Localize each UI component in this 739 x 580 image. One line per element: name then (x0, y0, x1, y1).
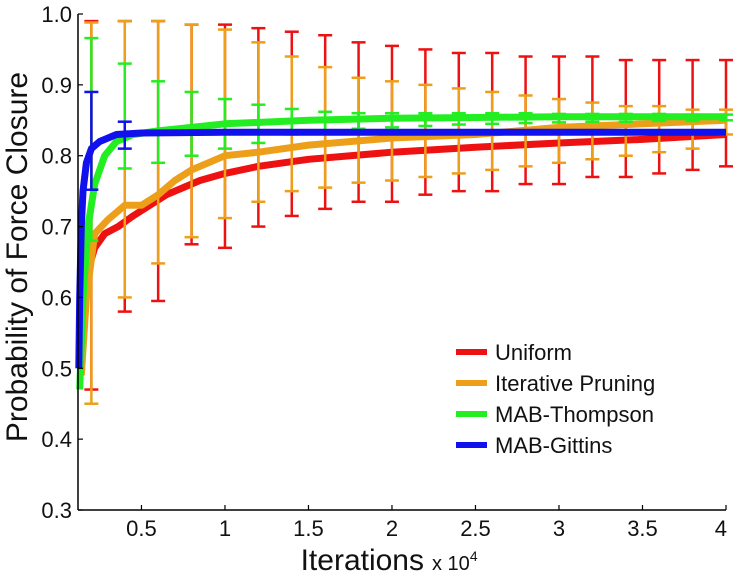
x-tick-label: 2.5 (460, 516, 491, 541)
x-axis-multiplier: x 104 (432, 548, 478, 575)
x-axis-multiplier-base: x 10 (432, 553, 470, 575)
y-tick-label: 0.5 (41, 356, 72, 381)
x-tick-label: 3 (553, 516, 565, 541)
series-line (76, 113, 726, 390)
x-tick-label: 3.5 (627, 516, 658, 541)
y-tick-label: 0.8 (41, 144, 72, 169)
x-tick-label: 0.5 (126, 516, 157, 541)
x-tick-label: 1.5 (293, 516, 324, 541)
y-tick-label: 1.0 (41, 2, 72, 27)
series-line (75, 128, 726, 369)
y-axis-label: Probability of Force Closure (1, 72, 34, 442)
legend: Uniform Iterative Pruning MAB-Thompson MAB-… (456, 340, 655, 458)
y-tick-label: 0.6 (41, 285, 72, 310)
x-tick-label: 2 (386, 516, 398, 541)
x-axis-multiplier-exponent: 4 (470, 548, 478, 564)
axes-layer: 0.3 0.4 0.5 0.6 0.7 0.8 0.9 1.0 0.5 1 1.5 2 2.5 3 3.5 4 (41, 2, 727, 541)
series-3 (75, 90, 726, 369)
legend-label: Uniform (495, 340, 572, 365)
series-layer (75, 19, 733, 405)
y-tick-label: 0.3 (41, 498, 72, 523)
legend-label: Iterative Pruning (495, 371, 655, 396)
y-tick-label: 0.4 (41, 427, 72, 452)
y-tick-label: 0.7 (41, 215, 72, 240)
y-tick-label: 0.9 (41, 73, 72, 98)
x-axis-label: Iterations (301, 544, 424, 577)
x-tick-label: 1 (219, 516, 231, 541)
legend-label: MAB-Gittins (495, 433, 612, 458)
legend-label: MAB-Thompson (495, 402, 654, 427)
x-tick-label: 4 (715, 516, 727, 541)
